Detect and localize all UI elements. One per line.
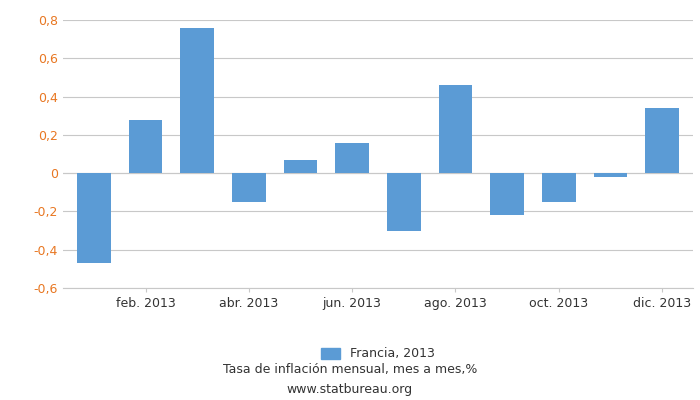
Bar: [284, 160, 317, 173]
Text: www.statbureau.org: www.statbureau.org: [287, 384, 413, 396]
Bar: [335, 142, 369, 173]
Bar: [387, 173, 421, 230]
Bar: [77, 173, 111, 263]
Bar: [594, 173, 627, 177]
Bar: [439, 85, 472, 173]
Bar: [129, 120, 162, 173]
Legend: Francia, 2013: Francia, 2013: [316, 342, 440, 366]
Text: Tasa de inflación mensual, mes a mes,%: Tasa de inflación mensual, mes a mes,%: [223, 364, 477, 376]
Bar: [181, 28, 214, 173]
Bar: [645, 108, 679, 173]
Bar: [232, 173, 266, 202]
Bar: [490, 173, 524, 215]
Bar: [542, 173, 575, 202]
